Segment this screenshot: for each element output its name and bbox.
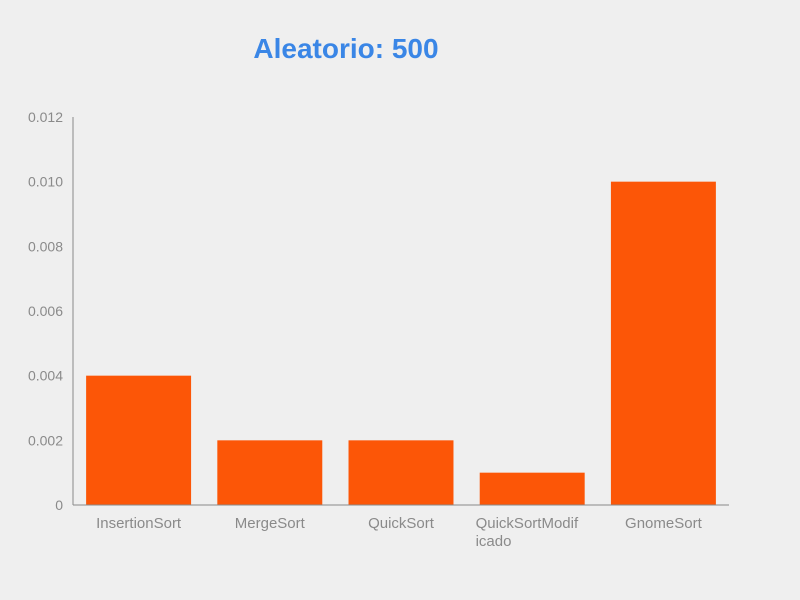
y-tick-label: 0.010	[28, 174, 63, 190]
x-category-label: MergeSort	[235, 515, 306, 532]
x-category-label: QuickSortModif icado	[476, 515, 579, 550]
bar-insertionsort	[86, 375, 192, 505]
x-category-label-line: QuickSortModif	[476, 515, 579, 532]
y-tick-label: 0.002	[28, 432, 63, 448]
bars	[86, 181, 716, 505]
y-tick-label: 0.008	[28, 238, 63, 254]
y-axis-ticks: 0 0.002 0.004 0.006 0.008 0.010 0.012	[28, 109, 63, 513]
x-category-label: InsertionSort	[96, 515, 182, 532]
bar-quicksortmodificado	[479, 472, 585, 505]
chart-title: Aleatorio: 500	[253, 33, 438, 64]
y-tick-label: 0.004	[28, 368, 63, 384]
x-category-label: GnomeSort	[625, 515, 703, 532]
y-tick-label: 0.012	[28, 109, 63, 125]
bar-gnomesort	[610, 181, 716, 505]
y-tick-label: 0	[55, 497, 63, 513]
x-axis-labels: InsertionSort MergeSort QuickSort QuickSort…	[96, 515, 703, 550]
bar-mergesort	[217, 440, 323, 505]
y-tick-label: 0.006	[28, 303, 63, 319]
x-category-label: QuickSort	[368, 515, 435, 532]
x-category-label-line: icado	[476, 533, 512, 550]
bar-quicksort	[348, 440, 454, 505]
